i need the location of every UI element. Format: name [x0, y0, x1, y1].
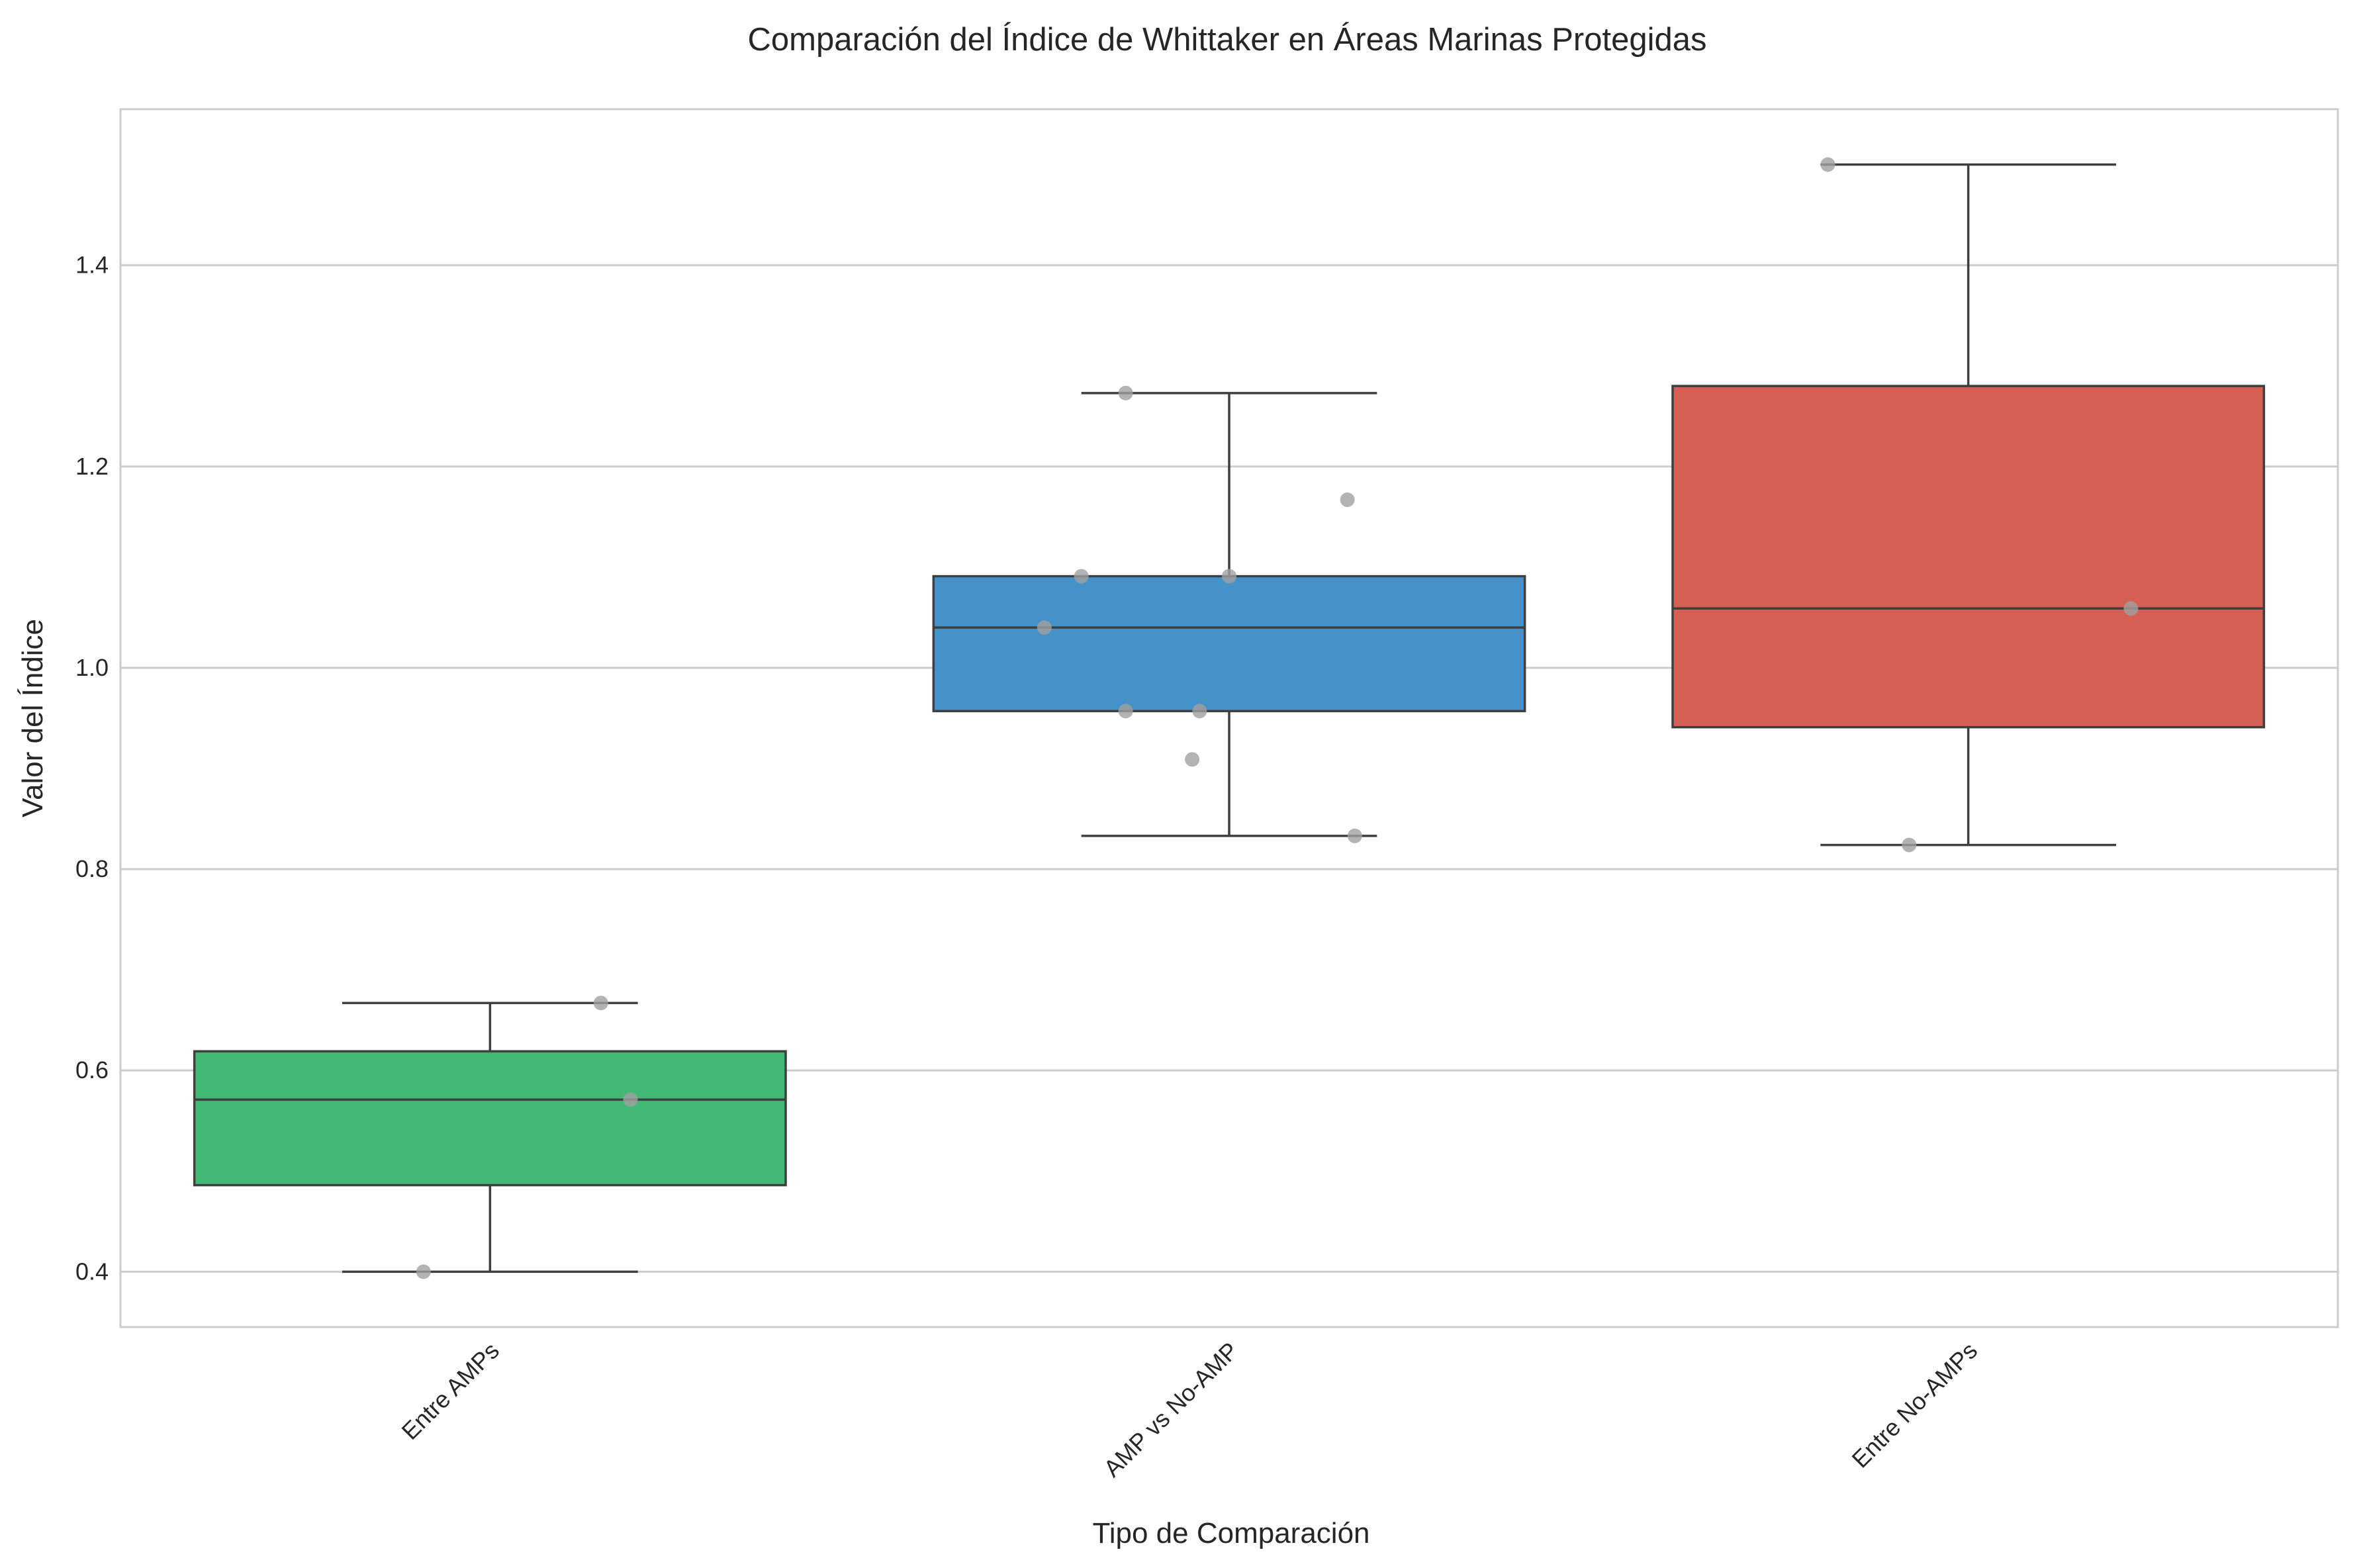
- data-point: [1074, 569, 1089, 584]
- box: [1671, 385, 2266, 729]
- y-tick-label: 1.2: [75, 453, 109, 480]
- points-layer: [416, 157, 2139, 1279]
- data-point: [1222, 569, 1236, 584]
- data-point: [1347, 828, 1362, 843]
- y-tick-label: 0.6: [75, 1056, 109, 1084]
- data-point: [416, 1264, 431, 1279]
- data-point: [1118, 385, 1133, 400]
- y-tick-label: 1.4: [75, 252, 109, 279]
- data-point: [1340, 492, 1355, 508]
- chart-title: Comparación del Índice de Whittaker en Á…: [748, 22, 1707, 58]
- data-point: [1192, 704, 1207, 719]
- box-group: [932, 392, 1526, 837]
- y-tick-label: 0.8: [75, 855, 109, 882]
- plot-frame: [119, 108, 2339, 1328]
- box: [193, 1050, 787, 1187]
- box-group: [1671, 163, 2266, 847]
- box-group: [193, 1001, 787, 1273]
- data-point: [2123, 601, 2139, 616]
- boxes-layer: [193, 163, 2266, 1273]
- data-point: [1037, 620, 1052, 635]
- data-point: [1820, 157, 1835, 172]
- data-point: [623, 1092, 638, 1107]
- y-axis-label: Valor del Índice: [17, 619, 49, 817]
- x-axis-label: Tipo de Comparación: [1092, 1517, 1369, 1549]
- data-point: [593, 995, 608, 1011]
- box: [932, 575, 1526, 713]
- y-tick-label: 1.0: [75, 654, 109, 681]
- data-point: [1902, 837, 1917, 853]
- plot-area: [119, 108, 2339, 1328]
- y-axis-ticks: 0.4 0.6 0.8 1.0 1.2 1.4: [75, 252, 109, 1285]
- y-tick-label: 0.4: [75, 1258, 109, 1285]
- data-point: [1185, 752, 1200, 767]
- data-point: [1118, 704, 1133, 719]
